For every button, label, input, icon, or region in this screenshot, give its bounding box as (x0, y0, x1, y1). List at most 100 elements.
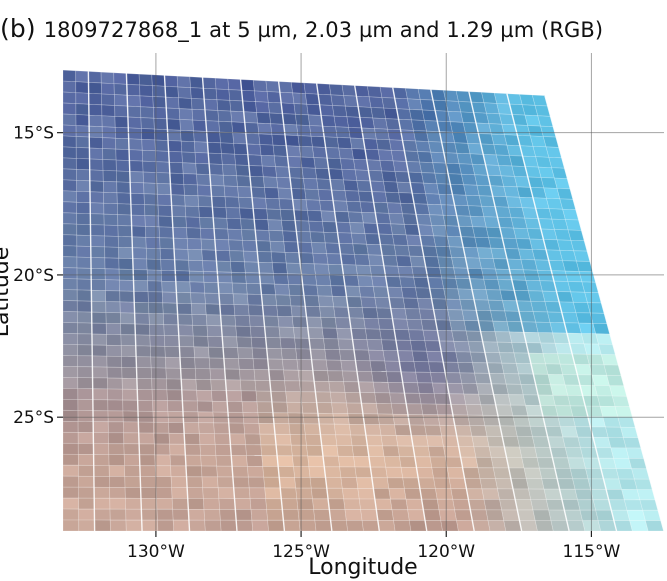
swath-pixel (325, 147, 341, 160)
swath-pixel (228, 422, 246, 435)
swath-pixel (347, 306, 365, 319)
swath-pixel (297, 369, 315, 382)
swath-pixel (63, 355, 79, 367)
swath-pixel (89, 202, 105, 215)
swath-pixel (416, 298, 434, 310)
swath-pixel (427, 203, 444, 216)
swath-pixel (405, 403, 424, 415)
swath-pixel (302, 412, 320, 425)
swath-pixel (90, 278, 106, 291)
swath-pixel (317, 189, 334, 202)
swath-pixel (367, 254, 385, 267)
swath-pixel (435, 403, 454, 416)
swath-pixel (265, 498, 283, 510)
swath-pixel (376, 223, 393, 235)
swath-pixel (165, 367, 182, 380)
swath-pixel (246, 143, 262, 156)
swath-pixel (402, 382, 420, 394)
swath-pixel (366, 243, 383, 256)
swath-pixel (265, 337, 282, 349)
swath-pixel (63, 409, 79, 422)
swath-pixel (358, 190, 374, 203)
swath-pixel (290, 81, 306, 94)
swath-pixel (363, 424, 382, 436)
swath-pixel (176, 75, 191, 88)
swath-pixel (382, 350, 400, 362)
swath-pixel (179, 346, 195, 359)
swath-pixel (116, 170, 131, 183)
swath-pixel (106, 355, 123, 368)
swath-pixel (119, 290, 135, 303)
swath-pixel (293, 466, 311, 478)
swath-pixel (388, 212, 405, 225)
swath-pixel (348, 423, 367, 436)
swath-pixel (497, 488, 516, 500)
swath-pixel (247, 476, 266, 489)
swath-pixel (392, 413, 411, 426)
swath-pixel (78, 464, 95, 477)
swath-pixel (390, 498, 409, 511)
swath-pixel (395, 339, 413, 352)
swath-pixel (475, 456, 494, 469)
swath-pixel (247, 154, 263, 167)
swath-pixel (63, 508, 80, 521)
swath-pixel (417, 382, 435, 394)
swath-pixel (486, 435, 505, 448)
swath-pixel (192, 324, 209, 337)
swath-pixel (317, 93, 333, 106)
swath-pixel (331, 189, 347, 202)
swath-pixel (123, 443, 140, 456)
swath-pixel (350, 434, 368, 447)
swath-pixel (424, 520, 443, 531)
swath-pixel (403, 488, 423, 500)
swath-pixel (249, 175, 265, 188)
swath-pixel (341, 264, 358, 277)
swath-pixel (129, 182, 145, 195)
swath-pixel (325, 359, 343, 372)
swath-pixel (415, 140, 432, 153)
swath-pixel (450, 488, 469, 500)
swath-pixel (344, 509, 363, 521)
swath-pixel (269, 240, 286, 253)
swath-pixel (264, 187, 280, 200)
swath-pixel (356, 477, 374, 489)
swath-pixel (103, 202, 118, 215)
swath-pixel (77, 442, 94, 455)
swath-pixel (368, 96, 385, 109)
swath-pixel (164, 85, 179, 99)
swath-pixel (120, 334, 137, 347)
swath-pixel (199, 217, 215, 230)
swath-pixel (205, 314, 222, 327)
swath-pixel (440, 520, 459, 531)
swath-pixel (512, 488, 532, 500)
swath-pixel (451, 330, 469, 342)
swath-pixel (76, 201, 91, 215)
swath-pixel (63, 311, 78, 324)
swath-pixel (353, 455, 371, 468)
swath-pixel (377, 519, 396, 531)
swath-pixel (234, 153, 250, 166)
swath-pixel (63, 497, 80, 510)
swath-pixel (75, 147, 90, 160)
swath-pixel (464, 477, 483, 490)
swath-pixel (137, 410, 154, 423)
swath-pixel (241, 89, 256, 103)
swath-pixel (331, 295, 349, 308)
y-axis-label: Latitude (0, 247, 14, 338)
swath-pixel (471, 520, 491, 531)
swath-pixel (519, 446, 538, 459)
swath-pixel (217, 487, 235, 499)
swath-pixel (216, 260, 232, 273)
swath-pixel (292, 198, 308, 211)
swath-pixel (219, 303, 236, 316)
x-tick-labels: 130°W 125°W 120°W 115°W (127, 542, 620, 562)
swath-pixel (194, 152, 210, 165)
swath-pixel (158, 226, 174, 239)
swath-pixel (131, 225, 147, 238)
swath-pixel (487, 299, 506, 312)
swath-pixel (117, 225, 133, 238)
swath-pixel (323, 136, 340, 149)
swath-pixel (433, 477, 452, 490)
swath-pixel (332, 413, 350, 425)
swath-pixel (172, 226, 188, 239)
